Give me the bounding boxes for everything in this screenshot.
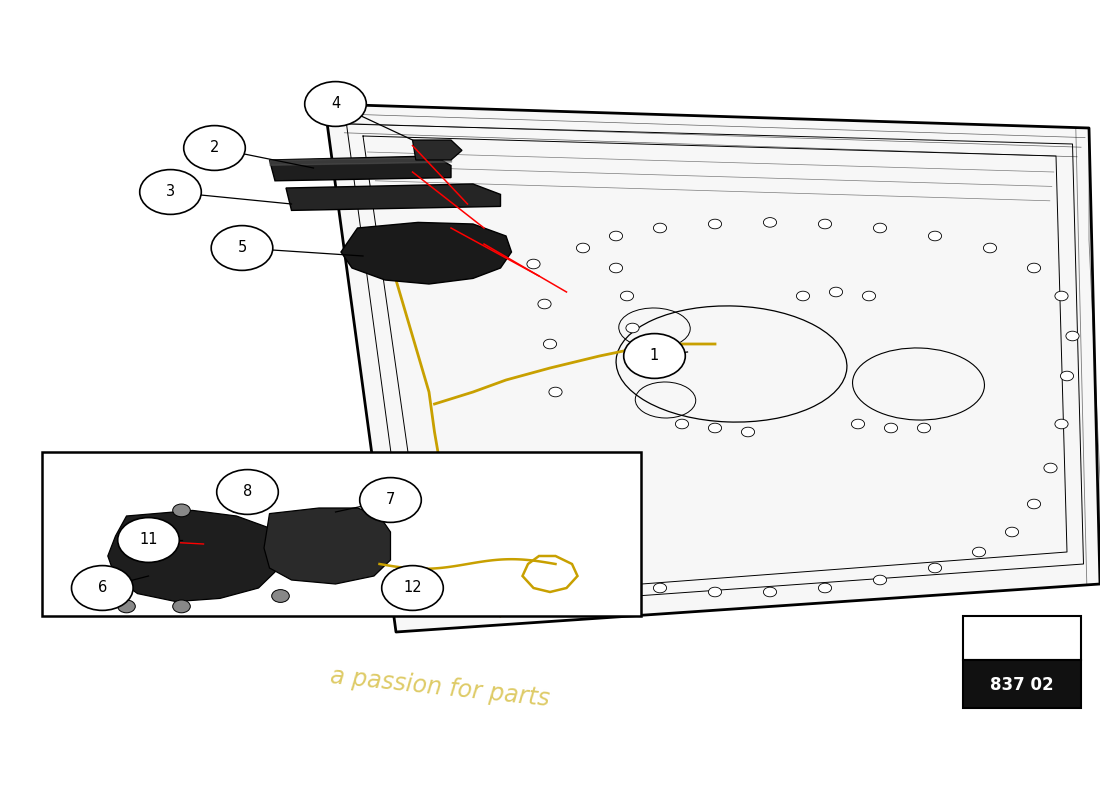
Text: ares: ares xyxy=(597,185,987,423)
Polygon shape xyxy=(341,222,512,284)
Circle shape xyxy=(1005,527,1019,537)
Circle shape xyxy=(576,243,590,253)
Circle shape xyxy=(118,600,135,613)
Circle shape xyxy=(217,470,278,514)
Circle shape xyxy=(708,423,722,433)
Text: 5: 5 xyxy=(238,241,246,255)
Text: 11: 11 xyxy=(140,533,157,547)
Polygon shape xyxy=(108,510,280,602)
Circle shape xyxy=(140,170,201,214)
Circle shape xyxy=(884,423,898,433)
Bar xyxy=(962,616,1081,660)
Circle shape xyxy=(1060,371,1074,381)
Text: a passion for parts: a passion for parts xyxy=(329,665,551,711)
Bar xyxy=(962,660,1081,708)
Circle shape xyxy=(675,419,689,429)
Circle shape xyxy=(873,575,887,585)
Circle shape xyxy=(538,299,551,309)
Circle shape xyxy=(763,587,777,597)
Circle shape xyxy=(598,575,612,585)
Circle shape xyxy=(928,563,942,573)
Text: 8: 8 xyxy=(243,485,252,499)
Circle shape xyxy=(653,223,667,233)
Circle shape xyxy=(1027,499,1041,509)
Circle shape xyxy=(1044,463,1057,473)
Circle shape xyxy=(624,334,685,378)
Circle shape xyxy=(305,82,366,126)
Circle shape xyxy=(1055,291,1068,301)
Circle shape xyxy=(741,427,755,437)
Circle shape xyxy=(708,219,722,229)
Text: 4: 4 xyxy=(331,97,340,111)
Text: 6: 6 xyxy=(98,581,107,595)
Circle shape xyxy=(272,590,289,602)
Circle shape xyxy=(211,226,273,270)
Circle shape xyxy=(107,592,124,605)
Text: 1: 1 xyxy=(650,349,659,363)
Polygon shape xyxy=(264,508,390,584)
Circle shape xyxy=(118,518,179,562)
Circle shape xyxy=(444,471,458,481)
Circle shape xyxy=(510,547,524,557)
Circle shape xyxy=(173,600,190,613)
Circle shape xyxy=(477,527,491,537)
Circle shape xyxy=(983,243,997,253)
Circle shape xyxy=(818,219,832,229)
Text: 3: 3 xyxy=(166,185,175,199)
Circle shape xyxy=(873,223,887,233)
Circle shape xyxy=(1055,419,1068,429)
Polygon shape xyxy=(286,184,500,210)
Circle shape xyxy=(609,231,623,241)
Circle shape xyxy=(708,587,722,597)
Text: 2: 2 xyxy=(210,141,219,155)
Text: 7: 7 xyxy=(386,493,395,507)
Circle shape xyxy=(549,387,562,397)
Circle shape xyxy=(972,547,986,557)
Circle shape xyxy=(360,478,421,522)
Circle shape xyxy=(527,259,540,269)
Polygon shape xyxy=(324,104,1100,632)
Circle shape xyxy=(862,291,876,301)
Circle shape xyxy=(818,583,832,593)
Polygon shape xyxy=(412,140,462,160)
Bar xyxy=(42,452,641,616)
Circle shape xyxy=(1027,263,1041,273)
Circle shape xyxy=(455,503,469,513)
Circle shape xyxy=(928,231,942,241)
Circle shape xyxy=(543,563,557,573)
Circle shape xyxy=(653,583,667,593)
Circle shape xyxy=(917,423,931,433)
Text: 12: 12 xyxy=(404,581,421,595)
Polygon shape xyxy=(270,156,451,181)
Circle shape xyxy=(184,126,245,170)
Circle shape xyxy=(796,291,810,301)
Text: 837 02: 837 02 xyxy=(990,676,1054,694)
Circle shape xyxy=(763,218,777,227)
Circle shape xyxy=(626,323,639,333)
Circle shape xyxy=(173,504,190,517)
Circle shape xyxy=(851,419,865,429)
Circle shape xyxy=(543,339,557,349)
Circle shape xyxy=(620,291,634,301)
Circle shape xyxy=(829,287,843,297)
Circle shape xyxy=(72,566,133,610)
Circle shape xyxy=(609,263,623,273)
Circle shape xyxy=(382,566,443,610)
Text: ares: ares xyxy=(642,192,854,320)
Circle shape xyxy=(1066,331,1079,341)
